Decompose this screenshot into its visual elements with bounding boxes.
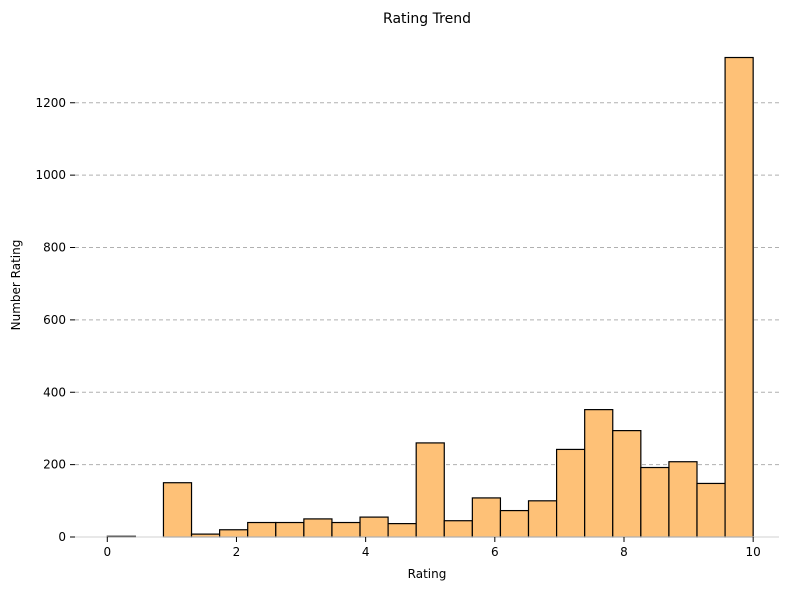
histogram-bar	[555, 448, 586, 538]
y-tick-label: 0	[58, 530, 66, 544]
x-tick-label: 10	[746, 545, 761, 559]
histogram-bar	[668, 461, 698, 538]
x-tick-label: 0	[103, 545, 111, 559]
histogram-bar	[640, 466, 670, 538]
histogram-bar	[162, 482, 193, 538]
x-tick-label: 4	[362, 545, 370, 559]
y-axis-label: Number Rating	[9, 240, 23, 331]
histogram-bar	[331, 521, 361, 538]
histogram-bar	[387, 523, 417, 538]
x-tick-label: 6	[491, 545, 499, 559]
y-tick-label: 400	[43, 385, 66, 399]
histogram-bar	[359, 516, 389, 538]
histogram-bar	[275, 521, 305, 538]
histogram-bar	[499, 509, 530, 538]
axes: 0 2 4 6 8 10 0 200 400 600 800 1000 1200	[35, 96, 779, 559]
histogram-bar	[415, 442, 445, 538]
histogram-bar	[219, 529, 249, 538]
y-grid	[75, 102, 779, 466]
histogram-bar	[303, 518, 333, 538]
histogram-bar	[724, 56, 754, 538]
x-axis-label: Rating	[408, 567, 447, 581]
y-tick-label: 600	[43, 313, 66, 327]
y-tick-label: 1000	[35, 168, 66, 182]
histogram-bar	[696, 482, 726, 538]
histogram-bar	[584, 409, 614, 538]
chart-title: Rating Trend	[383, 11, 471, 27]
x-tick-label: 8	[620, 545, 628, 559]
y-tick-label: 1200	[35, 96, 66, 110]
histogram-bar	[247, 521, 277, 538]
histogram-bar	[443, 520, 473, 538]
x-tick-label: 2	[233, 545, 241, 559]
bars	[106, 56, 754, 538]
histogram-bar	[471, 497, 502, 538]
histogram-bar	[527, 500, 558, 538]
y-tick-label: 200	[43, 458, 66, 472]
y-tick-label: 800	[43, 241, 66, 255]
histogram-bar	[612, 430, 642, 538]
